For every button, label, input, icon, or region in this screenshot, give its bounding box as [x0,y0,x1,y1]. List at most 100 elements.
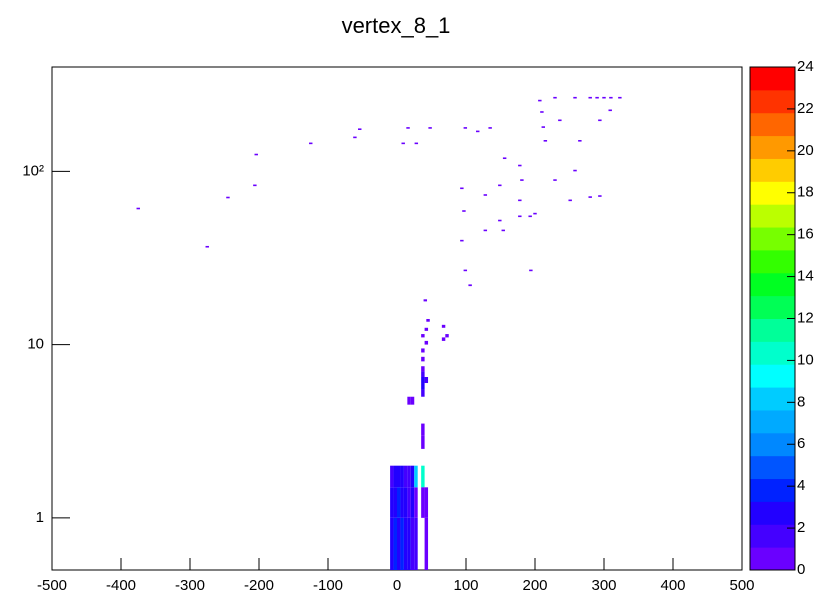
cell [502,157,507,160]
palette-band [750,341,795,365]
palette-band [750,387,795,411]
cell [410,465,415,488]
x-tick-label: -300 [175,577,205,594]
x-tick-label: 100 [453,577,478,594]
cell [423,299,428,302]
palette-band [750,295,795,319]
palette-band [750,547,795,571]
cell [483,229,488,232]
cell [403,465,408,488]
cell [609,96,613,99]
cell [602,96,606,99]
cell [421,366,425,372]
palette-band [750,67,795,91]
palette-band [750,501,795,525]
cell [397,465,401,488]
cell [595,96,599,99]
cell [421,356,425,362]
palette-band [750,524,795,548]
cell [390,487,394,518]
y-tick-label: 1 [36,509,44,526]
palette-band [750,272,795,297]
cell [393,517,397,570]
z-tick-label: 20 [797,142,814,159]
cell [205,245,209,248]
cell [520,179,524,181]
cell [407,396,411,405]
x-tick-label: 500 [729,577,754,594]
cell [426,318,430,322]
cell [421,435,425,449]
z-tick-label: 10 [797,351,814,368]
cell [460,239,464,242]
cell [403,517,408,570]
cell [573,96,577,99]
cell [558,119,562,122]
cell [400,517,404,570]
cell [462,210,466,212]
palette-band [750,227,795,251]
cell [568,199,572,202]
cell [598,119,602,122]
cell [410,396,415,405]
cell [397,517,401,570]
cell [407,487,411,518]
cell [424,517,429,570]
cell [421,423,425,436]
palette-band [750,158,795,182]
cell [540,111,544,113]
cell [414,142,419,145]
cell [403,487,408,518]
cell [226,196,230,199]
cell [518,215,522,218]
cell [498,219,502,222]
cell [309,142,313,145]
x-tick-label: 300 [591,577,616,594]
cell [410,487,415,518]
cell [353,136,357,139]
palette-band [750,89,795,114]
z-tick-label: 12 [797,309,814,326]
cell [578,140,582,142]
cell [421,376,425,384]
x-tick-label: -100 [313,577,343,594]
cell [518,199,522,202]
cell [598,195,602,197]
cell [410,517,415,570]
cell [358,128,362,131]
cell [406,127,410,129]
palette-band [750,409,795,434]
y-tick-label: 10 [27,336,44,353]
cell [588,96,592,99]
cell [528,215,532,218]
cell [407,517,411,570]
z-tick-label: 22 [797,100,814,117]
cell [424,327,429,331]
cell [529,269,533,272]
cell [541,126,546,128]
cell [414,517,418,570]
cell [421,371,425,377]
cell [421,334,425,338]
cell [573,169,577,172]
cell [424,487,429,518]
cell [400,487,404,518]
cell [483,194,488,196]
cell [476,130,480,133]
palette-band [750,432,795,457]
cell [253,184,257,187]
cell [533,212,537,215]
cell [543,140,548,142]
cell [393,487,397,518]
x-tick-label: -500 [37,577,67,594]
y-tick-label: 10² [22,162,44,179]
cell [421,383,425,390]
x-tick-label: 200 [522,577,547,594]
cell [441,324,446,328]
cell [588,196,592,198]
palette-band [750,478,795,502]
cell [445,334,449,338]
cell [421,389,425,397]
x-tick-label: 0 [393,577,401,594]
